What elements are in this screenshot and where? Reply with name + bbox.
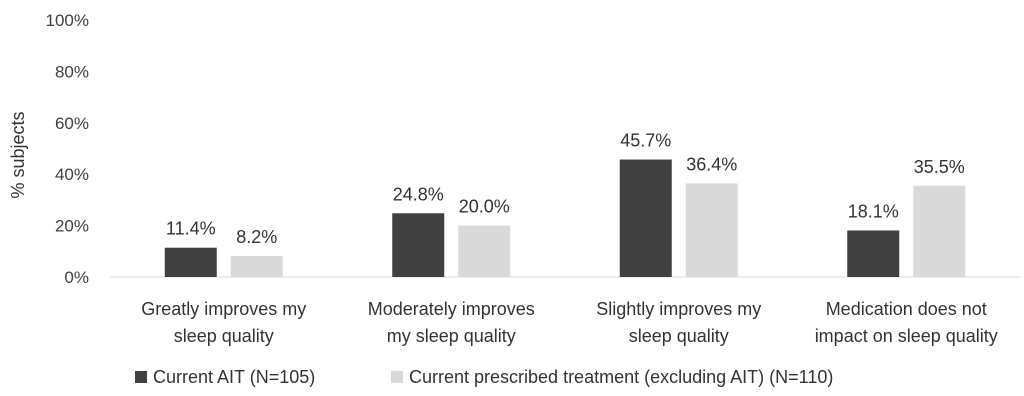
bar-value-label: 24.8% (393, 184, 444, 204)
y-tick-label: 20% (55, 217, 89, 236)
category-label: my sleep quality (387, 326, 516, 346)
legend-swatch-series-2 (391, 371, 403, 383)
category-label: Slightly improves my (596, 299, 761, 319)
bar-value-label: 45.7% (620, 131, 671, 151)
bar-series-1 (619, 159, 672, 277)
legend: Current AIT (N=105) Current prescribed tr… (135, 367, 833, 387)
y-tick-label: 60% (55, 114, 89, 133)
bar-series-2 (913, 185, 966, 277)
category-label: Greatly improves my (141, 299, 306, 319)
category-label: impact on sleep quality (815, 326, 998, 346)
bar-value-label: 20.0% (459, 197, 510, 217)
bar-series-1 (164, 247, 217, 277)
bar-value-label: 35.5% (914, 157, 965, 177)
legend-swatch-series-1 (135, 371, 147, 383)
y-tick-label: 100% (46, 11, 89, 30)
bar-series-1 (847, 230, 900, 277)
bar-value-label: 36.4% (686, 154, 737, 174)
category-label: sleep quality (629, 326, 729, 346)
bar-series-2 (458, 225, 511, 277)
bars (164, 159, 966, 277)
bar-value-label: 18.1% (848, 201, 899, 221)
bar-series-2 (230, 255, 283, 277)
y-tick-label: 80% (55, 62, 89, 81)
y-tick-label: 40% (55, 165, 89, 184)
y-axis-label: % subjects (8, 111, 28, 198)
legend-label-series-2: Current prescribed treatment (excluding … (409, 367, 833, 387)
y-axis-ticks: 0% 20% 40% 60% 80% 100% (46, 11, 89, 287)
category-label: Medication does not (826, 299, 987, 319)
bar-series-1 (392, 213, 445, 277)
legend-label-series-1: Current AIT (N=105) (153, 367, 315, 387)
bar-series-2 (685, 183, 738, 277)
category-labels: Greatly improves my sleep quality Moderate… (141, 299, 998, 346)
bar-value-label: 11.4% (166, 219, 216, 239)
value-labels: 11.4% 8.2% 24.8% 20.0% 45.7% 36.4% 18.1% 35.5% (166, 131, 965, 247)
category-label: Moderately improves (368, 299, 535, 319)
bar-value-label: 8.2% (236, 227, 277, 247)
category-label: sleep quality (174, 326, 274, 346)
y-tick-label: 0% (64, 268, 89, 287)
